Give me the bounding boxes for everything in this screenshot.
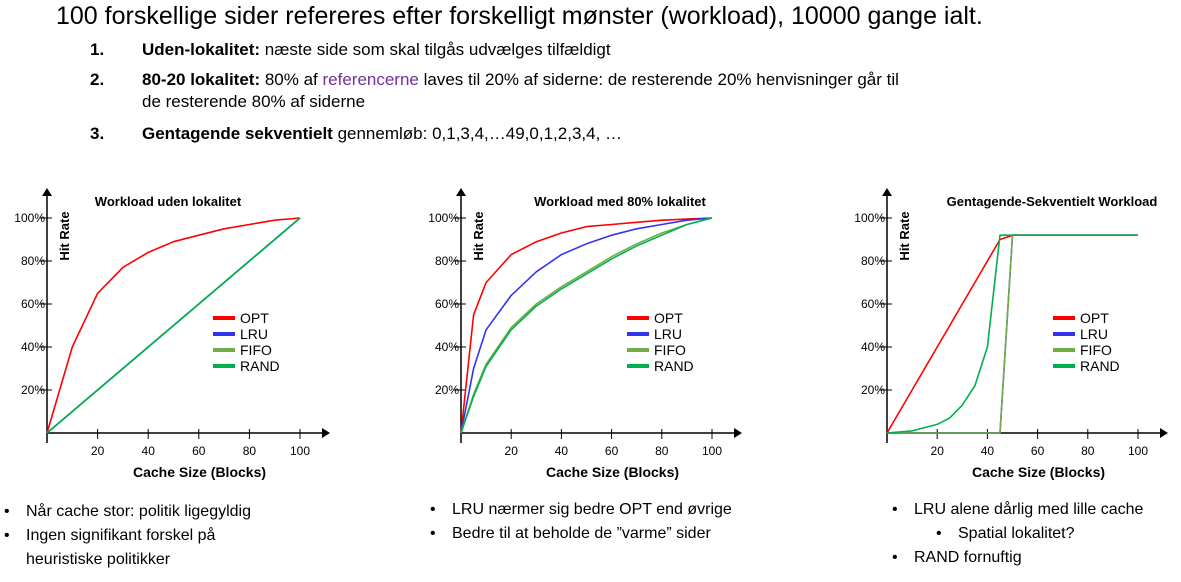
x-tick-label: 40 bbox=[555, 444, 569, 458]
x-tick-label: 20 bbox=[931, 444, 945, 458]
y-tick-label: 20% bbox=[435, 383, 459, 397]
chart-title: Workload med 80% lokalitet bbox=[534, 194, 706, 209]
bullet-item: Ingen signifikant forskel på bbox=[0, 524, 330, 548]
series-line-lru bbox=[460, 217, 713, 434]
chart-1: 20% 40% 60% 80% 100% 20 40 60 80 100 Workload uden… bbox=[14, 188, 330, 480]
legend-label: OPT bbox=[240, 310, 269, 326]
legend-label: RAND bbox=[654, 358, 694, 374]
y-tick-label: 80% bbox=[861, 254, 885, 268]
list-text: gennemløb: 0,1,3,4,…49,0,1,2,3,4, … bbox=[332, 124, 623, 143]
x-tick-label: 40 bbox=[981, 444, 995, 458]
bullet-item: LRU alene dårlig med lille cache bbox=[888, 498, 1180, 522]
list-number: 2. bbox=[90, 70, 105, 89]
legend-label: RAND bbox=[1080, 358, 1120, 374]
series-line-rand bbox=[886, 234, 1138, 434]
y-tick-label: 100% bbox=[854, 211, 885, 225]
list-number: 1. bbox=[90, 40, 105, 59]
x-axis-label: Cache Size (Blocks) bbox=[133, 464, 266, 480]
series-line-opt bbox=[46, 217, 301, 434]
y-axis-label: Hit Rate bbox=[897, 211, 912, 260]
chart-2: 20% 40% 60% 80% 100% 20 40 60 80 100 Workload med … bbox=[428, 188, 742, 480]
legend-label: LRU bbox=[240, 326, 268, 342]
x-tick-label: 80 bbox=[1081, 444, 1095, 458]
list-bold-label: Gentagende sekventielt bbox=[142, 124, 333, 143]
x-tick-label: 80 bbox=[655, 444, 669, 458]
y-axis-arrow bbox=[42, 188, 52, 196]
bullet-subitem: Spatial lokalitet? bbox=[888, 522, 1180, 546]
y-tick-label: 40% bbox=[861, 340, 885, 354]
y-tick-label: 20% bbox=[861, 383, 885, 397]
legend-label: FIFO bbox=[240, 342, 272, 358]
x-tick-label: 80 bbox=[243, 444, 257, 458]
list-text-c: de resterende 80% af siderne bbox=[142, 92, 366, 111]
legend-label: LRU bbox=[1080, 326, 1108, 342]
legend-label: FIFO bbox=[1080, 342, 1112, 358]
page-heading: 100 forskellige sider refereres efter fo… bbox=[56, 2, 983, 30]
chart-title: Gentagende-Sekventielt Workload bbox=[947, 194, 1158, 209]
legend-label: OPT bbox=[654, 310, 683, 326]
x-axis-arrow bbox=[734, 428, 742, 438]
x-axis-arrow bbox=[322, 428, 330, 438]
list-text-b: laves til 20% af siderne: de resterende … bbox=[418, 70, 899, 89]
x-axis-arrow bbox=[1160, 428, 1168, 438]
y-tick-label: 60% bbox=[435, 297, 459, 311]
list-text-a: 80% af bbox=[260, 70, 323, 89]
y-axis-arrow bbox=[456, 188, 466, 196]
bullets-middle: LRU nærmer sig bedre OPT end øvrige Bedr… bbox=[426, 498, 846, 546]
legend-label: LRU bbox=[654, 326, 682, 342]
list-number: 3. bbox=[90, 124, 105, 143]
y-axis-arrow bbox=[882, 188, 892, 196]
bullet-item: Bedre til at beholde de ”varme” sider bbox=[426, 522, 846, 546]
legend-label: RAND bbox=[240, 358, 280, 374]
series-line-fifo bbox=[460, 217, 713, 434]
series-line-rand bbox=[46, 217, 301, 434]
bullet-continuation: heuristiske politikker bbox=[26, 551, 171, 568]
y-tick-label: 100% bbox=[428, 211, 459, 225]
bullet-item: RAND fornuftig bbox=[888, 546, 1180, 570]
bullet-item: Når cache stor: politik ligegyldig bbox=[0, 500, 330, 524]
bullet-item: LRU nærmer sig bedre OPT end øvrige bbox=[426, 498, 846, 522]
y-tick-label: 60% bbox=[21, 297, 45, 311]
list-bold-label: Uden-lokalitet: bbox=[142, 40, 261, 59]
x-tick-label: 60 bbox=[605, 444, 619, 458]
x-tick-label: 40 bbox=[142, 444, 156, 458]
chart-3: 20% 40% 60% 80% 100% 20 40 60 80 100 Gentagende-Se… bbox=[854, 188, 1168, 480]
x-axis-label: Cache Size (Blocks) bbox=[546, 464, 679, 480]
x-tick-label: 60 bbox=[192, 444, 206, 458]
x-tick-label: 100 bbox=[702, 444, 722, 458]
x-tick-label: 100 bbox=[290, 444, 310, 458]
series-line-opt bbox=[460, 217, 713, 434]
x-tick-label: 20 bbox=[91, 444, 105, 458]
x-tick-label: 100 bbox=[1128, 444, 1148, 458]
bullets-left: Når cache stor: politik ligegyldig Ingen… bbox=[0, 500, 330, 572]
y-axis-label: Hit Rate bbox=[57, 211, 72, 260]
legend-label: FIFO bbox=[654, 342, 686, 358]
y-axis-label: Hit Rate bbox=[471, 211, 486, 260]
x-axis-label: Cache Size (Blocks) bbox=[972, 464, 1105, 480]
y-tick-label: 80% bbox=[435, 254, 459, 268]
y-tick-label: 20% bbox=[21, 383, 45, 397]
y-tick-label: 100% bbox=[14, 211, 45, 225]
chart-title: Workload uden lokalitet bbox=[95, 194, 242, 209]
y-tick-label: 40% bbox=[21, 340, 45, 354]
list-bold-label: 80-20 lokalitet: bbox=[142, 70, 261, 89]
y-tick-label: 80% bbox=[21, 254, 45, 268]
legend-label: OPT bbox=[1080, 310, 1109, 326]
referencerne-link[interactable]: referencerne bbox=[322, 70, 419, 89]
y-tick-label: 60% bbox=[861, 297, 885, 311]
bullets-right: LRU alene dårlig med lille cache Spatial… bbox=[888, 498, 1180, 570]
y-tick-label: 40% bbox=[435, 340, 459, 354]
list-text: næste side som skal tilgås udvælges tilf… bbox=[260, 40, 611, 59]
x-tick-label: 20 bbox=[505, 444, 519, 458]
series-line-rand bbox=[460, 217, 713, 434]
x-tick-label: 60 bbox=[1031, 444, 1045, 458]
